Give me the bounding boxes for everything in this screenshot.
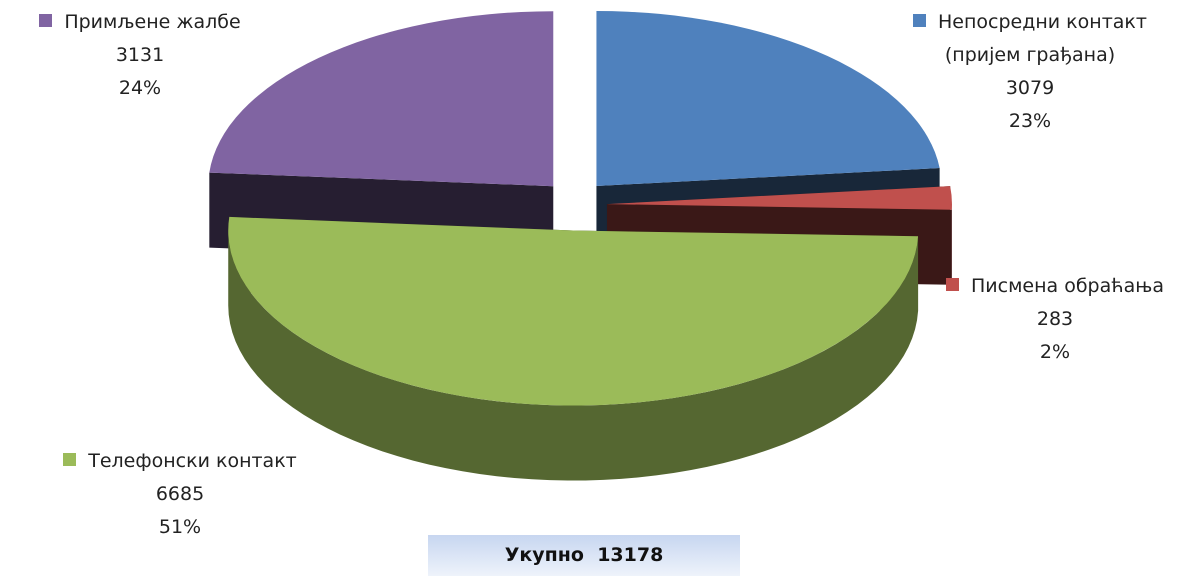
legend-swatch — [63, 453, 77, 466]
data-label: Писмена обраћања 283 2% — [920, 270, 1187, 369]
category-name: Примљене жалбе — [64, 11, 241, 33]
slice-top — [209, 11, 554, 187]
legend-swatch — [39, 14, 53, 27]
data-label: Примљене жалбе 3131 24% — [0, 6, 280, 105]
label-name-line: Примљене жалбе — [0, 6, 280, 39]
percent-label: 51% — [158, 516, 202, 538]
category-name: Писмена обраћања — [971, 275, 1164, 297]
slice-top — [228, 216, 919, 406]
slice-top — [606, 186, 952, 210]
legend-swatch — [946, 278, 959, 291]
slice-side — [228, 230, 919, 481]
value-label: 3131 — [115, 44, 165, 66]
value-label: 3079 — [1005, 77, 1055, 99]
category-name: Телефонски контакт — [88, 450, 297, 472]
percent-label: 2% — [1039, 341, 1071, 363]
label-name-line: Писмена обраћања — [920, 270, 1187, 303]
total-box: Укупно 13178 — [428, 535, 740, 576]
category-name: Непосредни контакт (пријем грађана) — [938, 11, 1147, 66]
value-label: 283 — [1036, 308, 1074, 330]
value-label: 6685 — [155, 483, 205, 505]
data-label: Непосредни контакт (пријем грађана) 3079 2… — [880, 6, 1180, 138]
total-value: 13178 — [597, 544, 664, 566]
data-label: Телефонски контакт 6685 51% — [20, 445, 340, 544]
percent-label: 23% — [1008, 110, 1052, 132]
legend-swatch — [913, 14, 927, 27]
label-name-line: Непосредни контакт (пријем грађана) — [880, 6, 1180, 72]
total-label: Укупно — [504, 544, 584, 566]
percent-label: 24% — [118, 77, 162, 99]
slice — [228, 216, 919, 481]
slice-top — [596, 10, 940, 186]
label-name-line: Телефонски контакт — [20, 445, 340, 478]
